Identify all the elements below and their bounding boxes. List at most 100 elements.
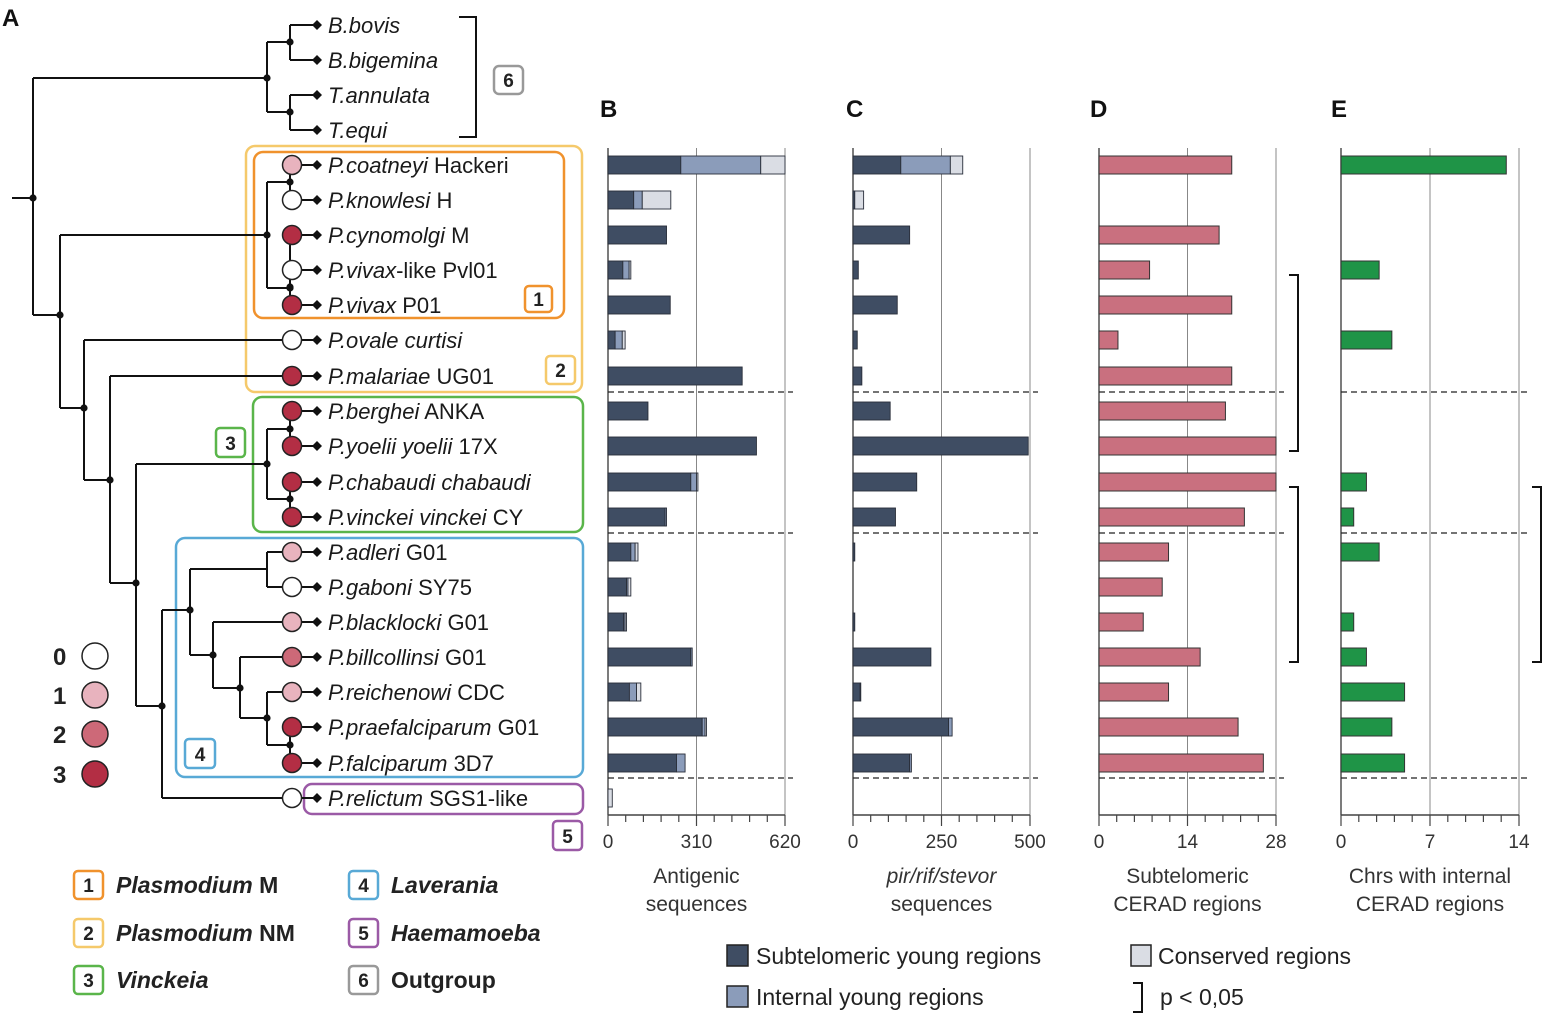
x-axis-label: Antigenic [653, 865, 739, 888]
bar [1340, 542, 1380, 562]
svg-text:4: 4 [195, 745, 206, 766]
tree-node [106, 476, 114, 484]
group-legend-number: 5 [358, 924, 369, 945]
leaf-tip-icon [312, 265, 322, 275]
tree-node [263, 460, 271, 468]
bar-segment [852, 647, 932, 667]
score-legend-item: 3 [53, 760, 109, 789]
species-row: P.gaboni SY75 [281, 575, 472, 600]
leaf-tip-icon [312, 652, 322, 662]
species-row: T.equi [312, 118, 388, 143]
group-legend-number: 3 [83, 971, 94, 992]
score-legend-item: 0 [53, 642, 109, 671]
bar-segment [621, 330, 626, 350]
leaf-tip-icon [312, 758, 322, 768]
score-circle [281, 365, 303, 387]
bar [1098, 472, 1277, 492]
bar-segment [607, 155, 682, 175]
legend-label-pvalue: p < 0,05 [1160, 984, 1244, 1010]
x-tick-label: 14 [1177, 832, 1199, 853]
score-circle [281, 435, 303, 457]
x-tick-label: 0 [848, 832, 859, 853]
score-circle [281, 576, 303, 598]
species-label: P.vinckei vinckei CY [328, 505, 524, 530]
bar [1098, 542, 1170, 562]
bar [1098, 401, 1226, 421]
x-tick-label: 14 [1508, 832, 1530, 853]
score-circle [281, 154, 303, 176]
bar-segment [634, 542, 639, 562]
species-row: P.relictum SGS1-like [281, 786, 528, 811]
leaf-tip-icon [312, 406, 322, 416]
group-legend-badge [347, 917, 380, 949]
bar [1340, 612, 1355, 632]
species-row: B.bigemina [312, 48, 438, 73]
leaf-tip-icon [312, 55, 322, 65]
legend-bracket-icon [1133, 982, 1143, 1013]
group-badge-4: 4 [183, 737, 217, 770]
bar-charts: 0 310 620 Antigenic sequences 0 250 500 pir/rif/… [603, 148, 1542, 916]
bar-segment [909, 753, 912, 773]
bar-segment [852, 401, 891, 421]
group-badge-3: 3 [214, 426, 247, 459]
species-label: B.bovis [328, 13, 400, 38]
bar-segment [641, 190, 672, 210]
panel-label-e: E [1331, 96, 1347, 123]
species-row: P.berghei ANKA [281, 399, 484, 424]
species-label: P.malariae UG01 [328, 364, 494, 389]
species-label: P.cynomolgi M [328, 223, 469, 248]
species-label: T.annulata [328, 83, 430, 108]
group-legend-badge [72, 869, 105, 901]
species-row: P.reichenowi CDC [281, 680, 505, 705]
species-label: P.blacklocki G01 [328, 610, 489, 635]
legend-swatch-internal [726, 985, 749, 1008]
phylogenetic-tree [12, 24, 317, 799]
bar-segment [852, 366, 863, 386]
leaf-tip-icon [312, 371, 322, 381]
bar [1098, 753, 1264, 773]
bar [1098, 717, 1239, 737]
species-label: P.chabaudi chabaudi [328, 470, 532, 495]
group-legend-number: 4 [358, 876, 369, 897]
tree-node [158, 702, 166, 710]
bar-segment [607, 788, 613, 808]
tree-node [286, 108, 294, 116]
bar [1098, 647, 1201, 667]
tree-node [286, 178, 294, 186]
bar-segment [852, 260, 859, 280]
score-legend-circle [81, 720, 109, 748]
bar-segment [900, 155, 951, 175]
group-legend-number: 6 [358, 971, 369, 992]
bar [1098, 436, 1277, 456]
bar-segment [636, 682, 642, 702]
x-tick-label: 7 [1425, 832, 1436, 853]
chart-b: 0 310 620 Antigenic sequences [603, 148, 801, 916]
bar [1340, 717, 1393, 737]
bar-segment [760, 155, 786, 175]
legend-pvalue: p < 0,05 [1133, 982, 1244, 1013]
bar-segment [852, 682, 861, 702]
bar-segment [690, 472, 697, 492]
species-row: P.blacklocki G01 [281, 610, 489, 635]
tree-node [263, 231, 271, 239]
x-axis-label: CERAD regions [1356, 893, 1504, 916]
tree-node [80, 404, 88, 412]
species-row: B.bovis [312, 13, 400, 38]
x-tick-label: 250 [926, 832, 958, 853]
species-label: P.vivax-like Pvl01 [328, 258, 498, 283]
chart-d: 0 14 28 Subtelomeric CERAD regions [1094, 148, 1299, 916]
bar-segment [680, 155, 762, 175]
bar [1098, 577, 1163, 597]
group-legend: 1 Plasmodium M 2 Plasmodium NM 3 Vinckeia 4 Lav… [72, 869, 541, 996]
score-circle [281, 224, 303, 246]
x-tick-label: 500 [1014, 832, 1046, 853]
legend-swatch-subtelomeric [726, 944, 749, 967]
bar-segment [607, 612, 625, 632]
species-label: T.equi [328, 118, 388, 143]
bar-segment [704, 717, 707, 737]
score-circle [281, 189, 303, 211]
tree-node [263, 714, 271, 722]
score-circle [281, 646, 303, 668]
tree-nodes [29, 38, 294, 749]
tree-node [186, 606, 194, 614]
